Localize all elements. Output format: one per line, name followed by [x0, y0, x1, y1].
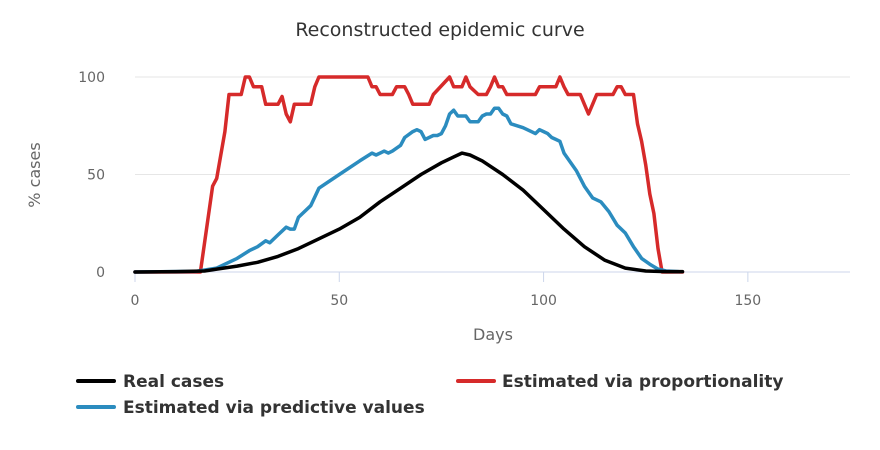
y-axis: 0 50 100: [78, 70, 105, 281]
series-line-predictive-values: [133, 106, 681, 274]
legend-item-predictive-values[interactable]: Estimated via predictive values: [76, 398, 425, 418]
legend-label-real-cases: Real cases: [123, 372, 224, 392]
y-tick-label: 0: [96, 265, 105, 281]
x-tick-label: 0: [131, 293, 140, 309]
legend: Real cases Estimated via proportionality…: [76, 372, 783, 418]
series-line-real-cases: [133, 151, 685, 274]
legend-label-predictive-values: Estimated via predictive values: [123, 398, 425, 418]
x-tick-label: 100: [530, 293, 557, 309]
chart-title: Reconstructed epidemic curve: [295, 19, 584, 41]
y-axis-title: % cases: [25, 142, 44, 207]
x-tick-label: 50: [330, 293, 348, 309]
x-tick-label: 150: [734, 293, 761, 309]
legend-label-proportionality: Estimated via proportionality: [502, 372, 783, 392]
series-line-proportionality: [133, 75, 685, 274]
x-axis-title: Days: [473, 325, 513, 344]
x-axis: 0 50 100 150: [131, 271, 850, 309]
legend-item-proportionality[interactable]: Estimated via proportionality: [456, 372, 783, 392]
grid-lines: [135, 76, 850, 273]
series-group: [133, 75, 685, 274]
y-tick-label: 50: [87, 168, 105, 184]
legend-item-real-cases[interactable]: Real cases: [76, 372, 224, 392]
y-tick-label: 100: [78, 70, 105, 86]
